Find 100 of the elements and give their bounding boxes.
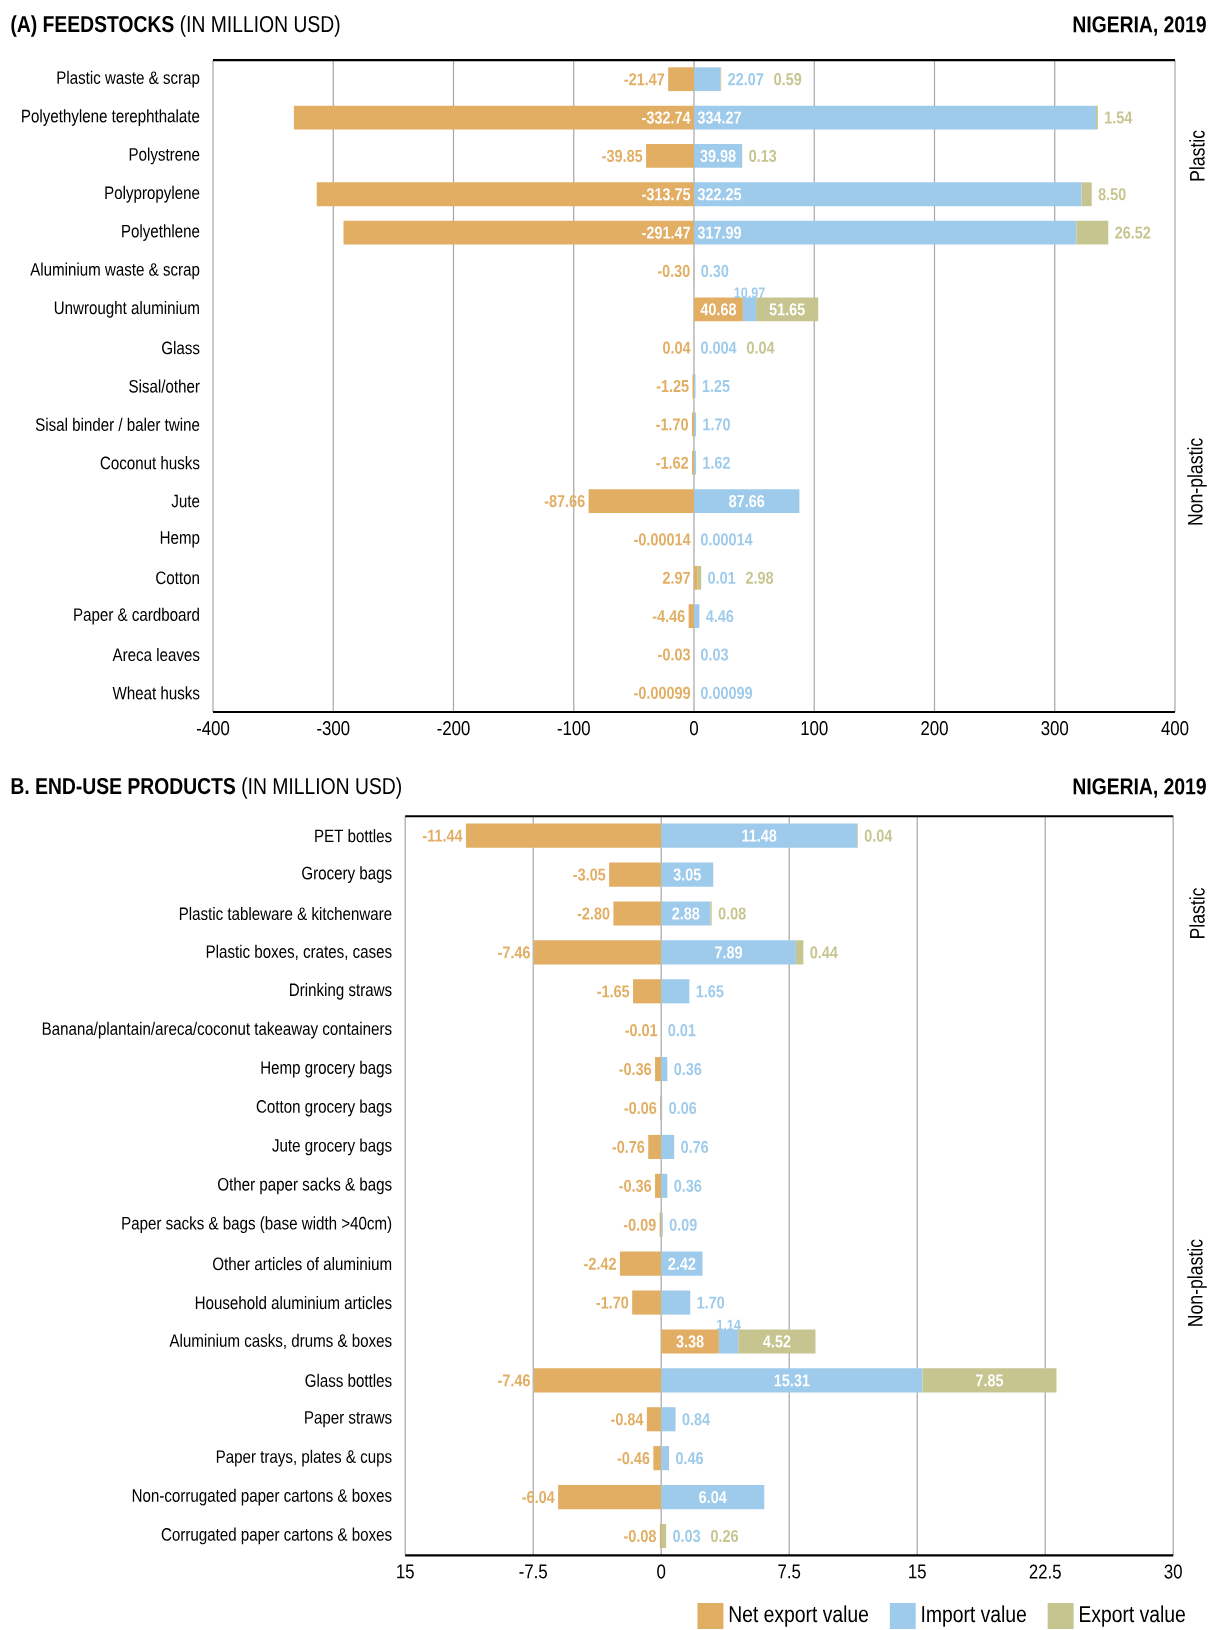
y-tick-label: Jute [171,494,200,508]
x-tick-label: 300 [1041,721,1069,736]
data-label: 0.13 [749,149,777,163]
data-label: 6.04 [699,1490,727,1504]
bar [609,862,662,887]
bar [1081,182,1092,207]
bar [693,105,1096,130]
x-tick-label: 200 [921,721,948,736]
data-label: 0.04 [864,829,893,842]
y-tick-label: Polystrene [129,147,200,165]
data-label: 1.70 [697,1296,725,1309]
bar [293,105,694,130]
data-label: -7.46 [498,1374,530,1387]
bar [742,297,757,322]
data-label: -6.04 [522,1490,555,1504]
data-label: 10.97 [734,287,765,299]
bar [632,1290,662,1315]
data-label: 322.25 [697,188,742,201]
data-label: 4.52 [763,1335,791,1348]
y-tick-label: Other articles of aluminium [213,1257,392,1271]
bar [655,1173,662,1198]
bar [661,1057,668,1082]
x-tick-label: -200 [437,721,470,736]
data-label: -39.85 [602,149,643,163]
data-label: 0.59 [774,73,802,86]
data-label: 334.27 [697,111,741,124]
bar [661,823,858,848]
y-tick-label: Polyethylene terephthalate [22,109,200,126]
y-tick-label: Polyethlene [122,224,200,241]
data-label: 7.85 [976,1374,1004,1387]
bar [661,1446,670,1471]
data-label: 2.42 [668,1257,696,1270]
data-label: 0.76 [681,1140,709,1153]
data-label: 15.31 [774,1374,810,1387]
data-label: 1.70 [703,418,730,431]
data-label: 51.65 [769,303,805,316]
data-label: 0.36 [674,1179,702,1192]
data-label: 40.68 [700,303,737,316]
data-label: -7.46 [498,946,530,959]
data-label: 87.66 [729,494,765,508]
data-label: 39.98 [700,149,736,163]
y-tick-label: Paper trays, plates & cups [216,1449,392,1467]
y-tick-label: Aluminium casks, drums & boxes [169,1333,392,1350]
data-label: -2.80 [577,907,610,920]
bar [693,565,698,590]
y-tick-label: Coconut husks [100,456,200,470]
data-label: 2.97 [662,571,690,584]
y-tick-label: Unwrought aluminium [54,300,199,318]
x-tick-label: -300 [317,721,350,736]
data-label: -0.01 [625,1024,658,1037]
bar [613,901,662,926]
data-label: 0.46 [676,1452,704,1465]
bar [693,604,700,629]
y-tick-label: Glass [162,341,200,355]
bar [738,1329,816,1354]
bar [661,1290,691,1315]
bar [646,1407,662,1432]
data-label: -0.00099 [634,686,691,699]
data-label: -291.47 [642,226,690,239]
text: B. END-USE PRODUCTS (IN MILLION USD) [11,777,401,799]
x-tick-label: 7.5 [778,1564,801,1579]
data-label: 0.00099 [700,686,753,699]
y-tick-label: Wheat husks [112,686,200,700]
bar [661,1173,668,1198]
y-tick-label: Plastic waste & scrap [57,70,200,88]
data-label: -0.76 [612,1140,645,1153]
bar [661,1134,675,1159]
data-label: -0.30 [657,264,690,278]
bar [718,1329,739,1354]
data-label: 2.88 [672,907,700,920]
y-tick-label: Hemp [160,531,200,548]
legend-label: Net export value [729,1605,869,1627]
data-label: 1.65 [696,985,724,998]
data-label: -0.36 [619,1179,652,1192]
data-label: 1.14 [717,1319,741,1330]
data-label: -1.25 [656,379,689,393]
data-label: -21.47 [624,73,665,86]
y-tick-label: Cotton [156,571,199,585]
bar [661,940,796,965]
data-label: -332.74 [642,111,691,124]
data-label: -4.46 [652,610,685,623]
chart-subtitle: NIGERIA, 2019 [1073,16,1206,36]
data-label: 11.48 [742,829,777,842]
bar [795,940,804,965]
bar [661,1485,765,1510]
y-tick-label: Non-corrugated paper cartons & boxes [132,1488,392,1506]
data-label: 0.08 [718,907,746,920]
bar [653,1446,662,1471]
data-label: -0.46 [617,1452,650,1465]
x-tick-label: 15 [397,1564,414,1579]
data-label: -11.44 [422,829,463,842]
data-label: -1.70 [596,1296,629,1309]
y-tick-label: Paper straws [305,1411,392,1428]
bar [533,940,662,965]
bar [1076,220,1109,245]
x-tick-label: -7.5 [519,1564,547,1579]
data-label: 3.38 [676,1335,704,1348]
chart-subtitle: NIGERIA, 2019 [1073,778,1206,798]
data-label: -0.09 [623,1218,656,1231]
data-label: -2.42 [584,1257,616,1270]
